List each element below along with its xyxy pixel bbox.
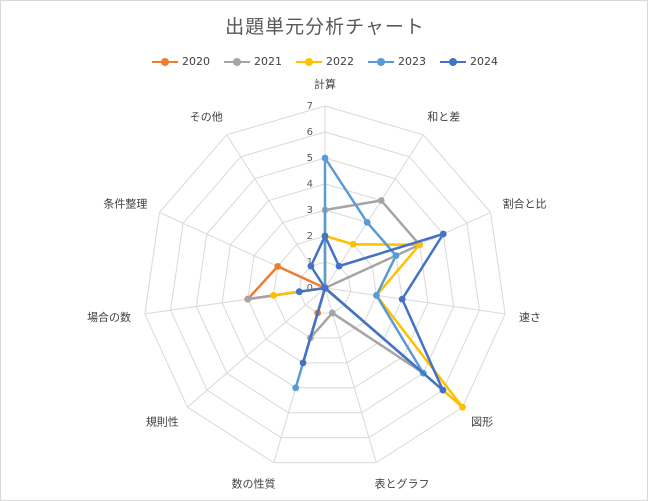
data-point-2024 — [299, 359, 307, 367]
legend-label: 2020 — [182, 55, 210, 68]
series-2021 — [244, 197, 427, 377]
radial-tick-label: 5 — [307, 153, 313, 164]
radial-tick-label: 2 — [307, 231, 313, 242]
data-point-2024 — [439, 386, 447, 394]
series-2024 — [295, 230, 447, 394]
grid-ring-7 — [144, 105, 506, 464]
chart-title: 出題単元分析チャート — [225, 16, 425, 38]
legend: 2020 2021 2022 2023 2024 — [1, 55, 648, 68]
category-label: 図形 — [471, 416, 493, 429]
series-line-2024 — [298, 232, 445, 392]
legend-item-2020: 2020 — [152, 55, 210, 68]
legend-item-2023: 2023 — [368, 55, 426, 68]
category-label: 速さ — [519, 311, 541, 324]
grid-spoke — [324, 287, 506, 315]
category-label: 場合の数 — [87, 310, 131, 324]
grid-ring-2 — [273, 235, 377, 339]
data-point-2024 — [398, 295, 406, 303]
data-point-2023 — [321, 154, 329, 162]
legend-marker — [440, 57, 466, 67]
data-point-2024 — [335, 262, 343, 270]
grid-ring-1 — [298, 261, 352, 314]
legend-item-2022: 2022 — [296, 55, 354, 68]
category-label: 規則性 — [146, 415, 179, 429]
category-label: その他 — [190, 110, 223, 123]
data-point-2020 — [274, 262, 282, 270]
legend-item-2021: 2021 — [224, 55, 282, 68]
category-label: 計算 — [314, 77, 336, 91]
data-point-2024 — [321, 284, 329, 292]
data-point-2024 — [295, 288, 303, 296]
legend-label: 2022 — [326, 55, 354, 68]
legend-item-2024: 2024 — [440, 55, 498, 68]
category-label: 和と差 — [427, 109, 460, 123]
data-point-2022 — [270, 292, 277, 299]
grid-spoke — [324, 134, 424, 289]
radial-tick-label: 0 — [307, 283, 313, 294]
grid-spoke — [324, 287, 377, 463]
category-label: 数の性質 — [232, 477, 276, 491]
data-point-2022 — [349, 240, 357, 248]
data-point-2023 — [292, 384, 300, 392]
legend-marker — [152, 57, 178, 67]
grid-ring-6 — [170, 131, 480, 439]
data-point-2023 — [373, 292, 380, 299]
radial-tick-label: 6 — [307, 127, 313, 138]
data-point-2024 — [321, 232, 329, 240]
category-label: 表とグラフ — [374, 477, 429, 491]
data-point-2021 — [244, 295, 252, 303]
series-line-2021 — [246, 199, 425, 375]
radial-tick-label: 3 — [307, 205, 313, 216]
category-label: 割合と比 — [503, 196, 547, 210]
data-point-2023 — [363, 218, 371, 226]
legend-marker — [368, 57, 394, 67]
legend-label: 2024 — [470, 55, 498, 68]
data-point-2024 — [307, 262, 315, 270]
radial-tick-label: 7 — [307, 101, 313, 112]
radial-tick-label: 1 — [307, 257, 313, 268]
data-point-2024 — [439, 230, 447, 238]
legend-marker — [224, 57, 250, 67]
legend-label: 2023 — [398, 55, 426, 68]
legend-marker — [296, 57, 322, 67]
grid-spoke — [187, 287, 326, 408]
radial-tick-label: 4 — [307, 179, 313, 190]
grid-ring-5 — [195, 157, 455, 414]
data-point-2023 — [392, 252, 400, 259]
grid-spoke — [226, 134, 326, 289]
category-label: 条件整理 — [103, 196, 147, 210]
legend-label: 2021 — [254, 55, 282, 68]
data-point-2022 — [459, 403, 466, 411]
data-point-2021 — [328, 309, 336, 317]
data-point-2021 — [377, 197, 385, 204]
